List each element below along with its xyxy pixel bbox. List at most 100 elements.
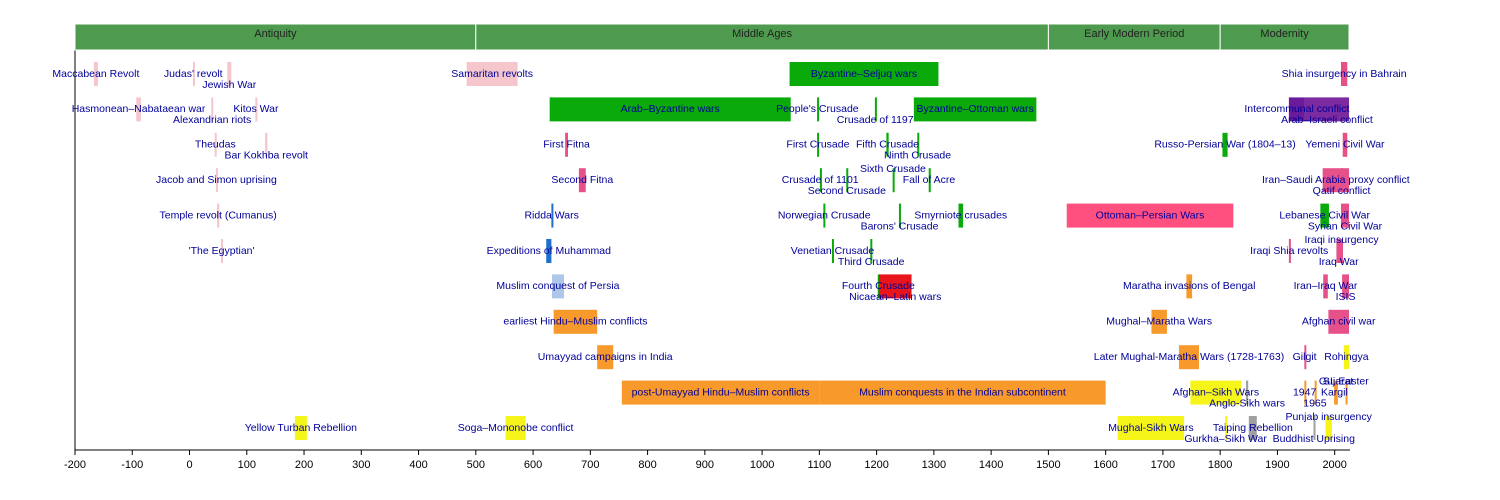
event-bar xyxy=(1320,203,1329,228)
x-tick-label: -100 xyxy=(121,459,143,471)
event-bar xyxy=(898,203,901,228)
event-label: Anglo-Sikh wars xyxy=(1209,397,1285,409)
event-label: Maratha invasions of Bengal xyxy=(1123,280,1256,292)
event-bar xyxy=(227,62,232,86)
x-tick-label: 1800 xyxy=(1208,459,1232,471)
event-label: Norwegian Crusade xyxy=(778,209,871,221)
event-bar xyxy=(877,274,880,299)
event-bar xyxy=(789,62,939,86)
event-bar xyxy=(597,345,614,370)
event-label: First Fitna xyxy=(543,139,590,151)
event-bar xyxy=(1340,168,1343,193)
event-bar xyxy=(1304,345,1307,370)
event-bar xyxy=(819,380,1106,405)
event-bar xyxy=(255,97,258,122)
event-label: Yellow Turban Rebellion xyxy=(245,422,357,434)
x-tick-label: -200 xyxy=(64,459,86,471)
era-band xyxy=(1219,23,1350,51)
x-tick-label: 400 xyxy=(409,459,427,471)
event-label: Syrian Civil War xyxy=(1308,220,1383,232)
event-label: Jacob and Simon uprising xyxy=(156,174,277,186)
event-bar xyxy=(1186,274,1193,299)
x-tick-label: 1100 xyxy=(808,459,832,471)
event-bar xyxy=(928,168,931,193)
x-tick-label: 2000 xyxy=(1322,459,1346,471)
x-tick-label: 100 xyxy=(238,459,256,471)
event-bar xyxy=(1066,203,1234,228)
event-bar xyxy=(1336,239,1341,263)
event-label: Fifth Crusade xyxy=(856,139,919,151)
event-bar xyxy=(878,274,912,299)
event-bar xyxy=(1345,380,1348,405)
x-tick-label: 800 xyxy=(638,459,656,471)
event-label: Crusade of 1197 xyxy=(837,114,914,126)
event-bar xyxy=(1222,132,1228,157)
event-bar xyxy=(958,203,964,228)
event-label: Rohingya xyxy=(1324,351,1369,363)
event-bar xyxy=(1313,416,1316,440)
event-bar xyxy=(505,416,526,440)
event-label: Temple revolt (Cumanus) xyxy=(159,209,276,221)
event-label: Lebanese Civil War xyxy=(1279,209,1370,221)
x-tick-label: 600 xyxy=(524,459,542,471)
era-label: Early Modern Period xyxy=(1084,28,1184,40)
x-tick-label: 900 xyxy=(696,459,714,471)
event-bar xyxy=(846,168,849,193)
event-label: Samaritan revolts xyxy=(451,68,533,80)
event-label: Fourth Crusade xyxy=(842,280,915,292)
era-label: Modernity xyxy=(1260,28,1309,40)
event-bar xyxy=(1245,380,1249,405)
event-bar xyxy=(1314,380,1317,405)
x-tick-label: 1700 xyxy=(1151,459,1175,471)
event-bar xyxy=(1340,239,1343,263)
event-label: Iraq War xyxy=(1319,256,1359,268)
event-bar xyxy=(886,132,889,157)
event-label: Venetian Crusade xyxy=(791,245,875,257)
event-label: Ottoman–Persian Wars xyxy=(1096,209,1205,221)
event-bar xyxy=(621,380,820,405)
event-label: Qatif conflict xyxy=(1313,185,1371,197)
event-label: Second Fitna xyxy=(551,174,613,186)
event-label: Hasmonean–Nabataean war xyxy=(72,103,206,115)
event-bar xyxy=(214,132,217,157)
event-bar xyxy=(874,97,877,122)
event-label: Iraqi insurgency xyxy=(1304,234,1379,246)
event-label: People's Crusade xyxy=(776,103,859,115)
event-bar xyxy=(917,132,920,157)
event-label: Judas' revolt xyxy=(164,68,223,80)
event-bar xyxy=(1343,345,1349,370)
event-bar xyxy=(578,168,586,193)
event-bar xyxy=(1340,203,1349,228)
event-label: 1947 xyxy=(1293,386,1317,398)
event-label: 1965 xyxy=(1303,397,1327,409)
event-bar xyxy=(913,97,1037,122)
event-bar xyxy=(1151,309,1167,334)
event-bar xyxy=(1304,97,1349,122)
event-bar xyxy=(1178,345,1199,370)
event-bar xyxy=(1325,416,1332,440)
event-label: Mughal–Maratha Wars xyxy=(1106,316,1212,328)
event-label: Jewish War xyxy=(202,79,256,91)
event-bar xyxy=(1323,274,1328,299)
era-band xyxy=(1047,23,1221,51)
x-tick-label: 500 xyxy=(467,459,485,471)
event-bar xyxy=(553,309,598,334)
x-tick-label: 1200 xyxy=(864,459,888,471)
event-bar xyxy=(1322,168,1349,193)
event-label: Bar Kokhba revolt xyxy=(225,150,309,162)
event-label: Later Mughal-Maratha Wars (1728-1763) xyxy=(1094,351,1284,363)
event-bar xyxy=(1288,239,1291,263)
event-bar xyxy=(93,62,98,86)
event-bar xyxy=(823,203,826,228)
event-label: Umayyad campaigns in India xyxy=(538,351,673,363)
event-bar xyxy=(549,97,791,122)
event-bar xyxy=(870,239,873,263)
event-bar xyxy=(817,97,820,122)
event-label: Arab–Byzantine wars xyxy=(621,103,720,115)
event-label: Iran–Saudi Arabia proxy conflict xyxy=(1262,174,1410,186)
event-label: Shia insurgency in Bahrain xyxy=(1282,68,1407,80)
event-label: Third Crusade xyxy=(838,256,905,268)
event-bar xyxy=(1190,380,1242,405)
event-label: Soga–Mononobe conflict xyxy=(458,422,574,434)
